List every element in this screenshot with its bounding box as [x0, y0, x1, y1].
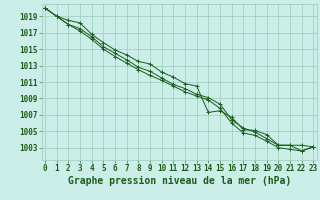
- X-axis label: Graphe pression niveau de la mer (hPa): Graphe pression niveau de la mer (hPa): [68, 176, 291, 186]
